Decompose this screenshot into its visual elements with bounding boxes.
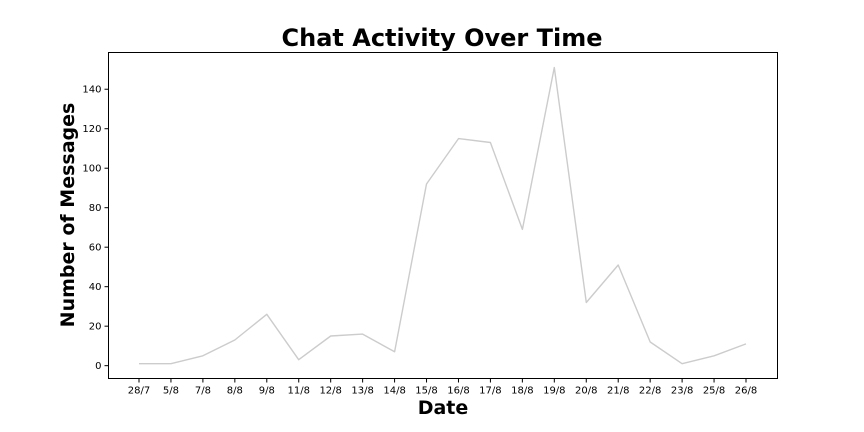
y-tick-label: 100 [82, 164, 101, 175]
y-tick-label: 120 [82, 124, 101, 135]
y-tick-label: 40 [89, 282, 102, 293]
x-tick-label: 12/8 [319, 386, 341, 397]
y-tick-label: 60 [89, 243, 102, 254]
y-tick-label: 20 [89, 322, 102, 333]
x-tick-label: 14/8 [383, 386, 405, 397]
x-tick-label: 19/8 [543, 386, 565, 397]
x-tick-label: 26/8 [735, 386, 757, 397]
x-tick-label: 16/8 [447, 386, 469, 397]
x-tick-label: 15/8 [415, 386, 437, 397]
y-tick-label: 80 [89, 203, 102, 214]
x-tick-label: 25/8 [703, 386, 725, 397]
y-tick-label: 140 [82, 85, 101, 96]
x-tick-label: 5/8 [163, 386, 179, 397]
series-layer [139, 68, 746, 364]
x-tick-label: 22/8 [639, 386, 661, 397]
series-line [139, 68, 746, 364]
x-tick-label: 18/8 [511, 386, 533, 397]
x-tick-label: 13/8 [351, 386, 373, 397]
x-tick-label: 23/8 [671, 386, 693, 397]
x-tick-label: 8/8 [227, 386, 243, 397]
x-axis: 28/7 5/8 7/8 8/8 9/8 11/8 12/8 13/8 14/8 15/8 16/8… [128, 379, 757, 397]
x-tick-label: 20/8 [575, 386, 597, 397]
x-tick-label: 9/8 [259, 386, 275, 397]
x-tick-label: 17/8 [479, 386, 501, 397]
chart-title: Chat Activity Over Time [282, 24, 603, 52]
x-tick-label: 11/8 [288, 386, 310, 397]
x-tick-label: 7/8 [195, 386, 211, 397]
y-axis-label: Number of Messages [57, 103, 79, 328]
y-tick-label: 0 [95, 361, 101, 372]
y-axis: 0 20 40 60 80 100 120 140 [82, 85, 108, 372]
x-tick-label: 21/8 [607, 386, 629, 397]
plot-area [109, 53, 778, 379]
x-axis-label: Date [418, 397, 469, 419]
x-tick-label: 28/7 [128, 386, 150, 397]
